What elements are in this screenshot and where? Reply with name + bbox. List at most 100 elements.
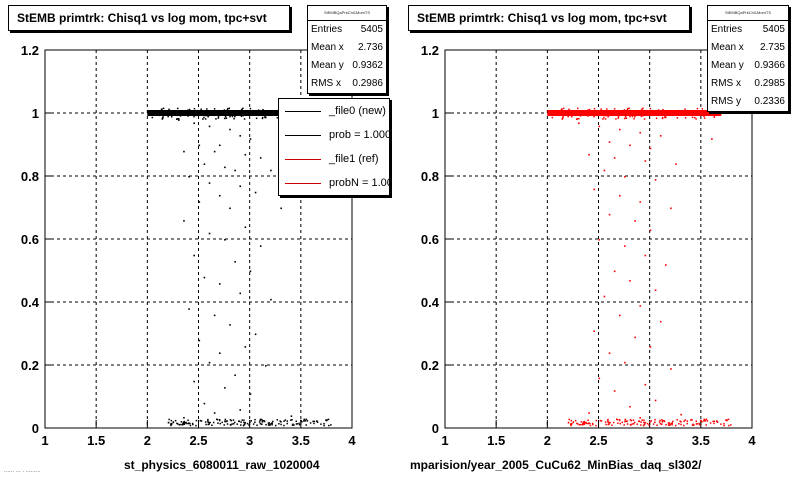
data-point — [213, 314, 216, 317]
data-point — [283, 420, 285, 422]
data-point — [599, 419, 602, 422]
data-point — [229, 423, 232, 426]
data-point — [244, 113, 247, 115]
data-point — [603, 169, 606, 172]
data-point — [656, 424, 658, 427]
data-point — [603, 295, 606, 298]
data-point — [607, 113, 609, 116]
data-point — [276, 117, 279, 119]
series-points — [147, 107, 332, 427]
data-point — [664, 115, 666, 117]
data-point — [663, 419, 665, 422]
data-point — [581, 423, 583, 426]
data-point — [598, 377, 601, 380]
data-point — [629, 279, 631, 282]
data-point — [705, 424, 707, 426]
data-point — [239, 135, 242, 137]
data-point — [293, 424, 295, 426]
data-point — [618, 314, 621, 317]
data-point — [607, 418, 609, 421]
data-point — [639, 201, 642, 203]
data-point — [223, 117, 226, 120]
data-point — [207, 113, 209, 116]
data-point — [243, 423, 246, 425]
data-point — [183, 423, 186, 426]
data-point — [170, 422, 173, 425]
data-point — [193, 122, 195, 125]
data-point — [707, 111, 709, 114]
stats-value: 0.2985 — [754, 78, 785, 89]
data-point — [152, 111, 154, 114]
data-point — [641, 108, 643, 111]
data-point — [624, 420, 626, 422]
stats-label: Entries — [711, 24, 743, 35]
data-point — [617, 422, 619, 424]
data-point — [174, 419, 177, 422]
data-point — [578, 122, 580, 125]
data-point — [725, 419, 727, 421]
data-point — [265, 423, 267, 426]
data-point — [657, 109, 660, 111]
stats-value: 5405 — [762, 24, 785, 35]
data-point — [620, 112, 622, 114]
data-point — [255, 117, 258, 120]
data-point — [243, 421, 245, 424]
data-point — [570, 424, 572, 427]
data-point — [705, 111, 707, 113]
data-point — [723, 422, 725, 425]
data-point — [267, 424, 270, 426]
data-point — [283, 424, 285, 427]
data-point — [643, 118, 646, 120]
data-point — [269, 423, 272, 425]
data-point — [640, 421, 642, 423]
data-point — [584, 421, 587, 424]
data-point — [629, 423, 632, 426]
data-point — [203, 276, 206, 279]
data-point — [672, 111, 674, 113]
data-point — [261, 423, 263, 425]
y-tick-label: 1 — [32, 106, 39, 121]
data-point — [200, 420, 203, 422]
stats-value: 0.2986 — [352, 78, 383, 89]
y-tick-label: 0.4 — [21, 295, 40, 310]
data-point — [649, 147, 652, 150]
data-point — [244, 153, 247, 156]
data-point — [246, 422, 249, 425]
data-point — [713, 114, 716, 117]
data-point — [199, 419, 202, 422]
data-point — [672, 420, 674, 423]
data-point — [279, 420, 281, 422]
data-point — [667, 424, 670, 426]
data-point — [686, 113, 689, 116]
data-point — [162, 116, 164, 118]
data-point — [593, 114, 596, 117]
data-point — [623, 424, 625, 426]
data-point — [220, 112, 222, 114]
data-point — [316, 420, 318, 422]
data-point — [312, 420, 314, 423]
data-point — [625, 117, 628, 120]
legend-label: _file0 (new) — [329, 105, 386, 117]
data-point — [600, 108, 602, 111]
panel-right: 1 1.5 2 2.5 3 3.5 4 0 0.2 0.4 0.6 0.8 1 1.2 StEMB pri… — [400, 0, 800, 480]
data-point — [265, 116, 267, 119]
y-tick-label: 0.6 — [421, 232, 439, 247]
data-point — [675, 163, 677, 165]
stats-label: RMS y — [711, 96, 741, 107]
data-point — [229, 128, 231, 131]
data-point — [611, 424, 613, 426]
data-point — [624, 418, 627, 421]
data-point — [203, 114, 206, 117]
data-point — [661, 423, 663, 425]
data-point — [167, 422, 170, 424]
data-point — [224, 420, 226, 422]
data-point — [654, 421, 656, 424]
data-point — [244, 226, 247, 228]
data-point — [703, 418, 705, 421]
data-point — [690, 419, 692, 421]
data-point — [207, 420, 209, 422]
data-point — [303, 420, 305, 422]
data-point — [595, 114, 597, 117]
data-point — [198, 201, 201, 203]
data-point — [665, 264, 667, 266]
